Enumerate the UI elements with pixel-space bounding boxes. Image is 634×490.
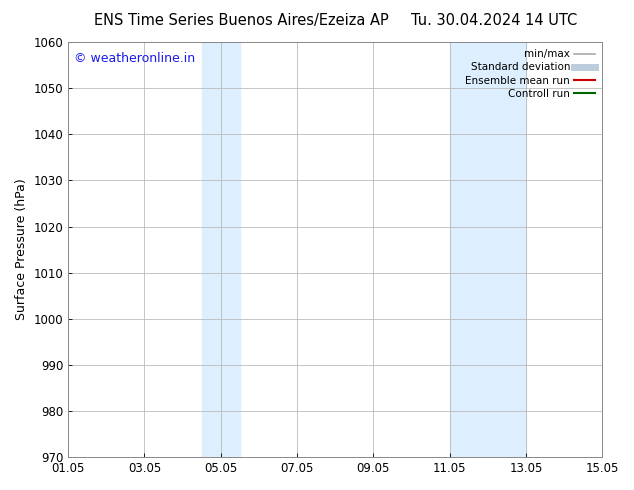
Y-axis label: Surface Pressure (hPa): Surface Pressure (hPa)	[15, 179, 28, 320]
Legend: min/max, Standard deviation, Ensemble mean run, Controll run: min/max, Standard deviation, Ensemble me…	[461, 45, 599, 103]
Text: ENS Time Series Buenos Aires/Ezeiza AP: ENS Time Series Buenos Aires/Ezeiza AP	[94, 13, 388, 28]
Bar	[202, 42, 240, 457]
Text: Tu. 30.04.2024 14 UTC: Tu. 30.04.2024 14 UTC	[411, 13, 578, 28]
Bar	[450, 42, 526, 457]
Text: © weatheronline.in: © weatheronline.in	[74, 52, 195, 66]
